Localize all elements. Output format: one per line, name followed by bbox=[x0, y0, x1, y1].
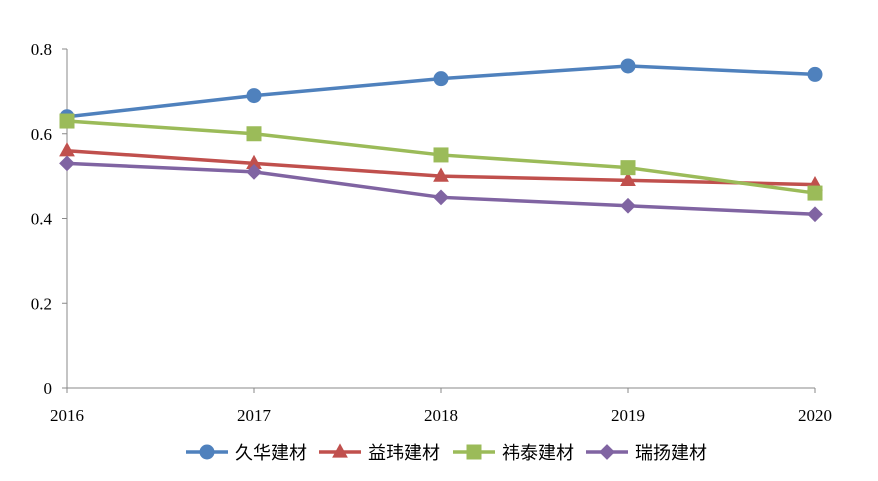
data-point bbox=[807, 206, 823, 223]
x-tick-label: 2017 bbox=[237, 406, 272, 425]
x-tick-label: 2018 bbox=[424, 406, 458, 425]
x-tick-label: 2019 bbox=[611, 406, 645, 425]
legend-marker bbox=[332, 443, 348, 458]
data-point bbox=[433, 189, 449, 206]
data-point bbox=[433, 71, 449, 87]
legend-item-3: 祎泰建材 bbox=[453, 443, 574, 464]
legend-marker bbox=[199, 444, 215, 460]
series-layer bbox=[59, 58, 823, 223]
data-point bbox=[246, 154, 262, 170]
legend-item-1: 久华建材 bbox=[186, 443, 307, 464]
data-point bbox=[246, 164, 262, 180]
y-tick-label: 0.2 bbox=[31, 294, 52, 313]
y-tick-label: 0 bbox=[44, 379, 53, 398]
data-point bbox=[807, 66, 823, 82]
y-tick-label: 0.6 bbox=[31, 125, 52, 144]
legend: 久华建材 益玮建材 祎泰建材 瑞扬建材 bbox=[186, 443, 707, 464]
data-point bbox=[620, 58, 636, 74]
legend-label: 瑞扬建材 bbox=[635, 443, 707, 464]
x-tick-label: 2020 bbox=[798, 406, 832, 425]
series-3 bbox=[59, 113, 823, 201]
legend-item-4: 瑞扬建材 bbox=[586, 443, 707, 464]
data-point bbox=[807, 185, 823, 201]
data-point bbox=[246, 88, 262, 104]
data-point bbox=[433, 167, 449, 182]
legend-marker bbox=[466, 444, 482, 460]
legend-item-2: 益玮建材 bbox=[319, 443, 440, 464]
legend-label: 祎泰建材 bbox=[502, 443, 574, 464]
data-point bbox=[246, 126, 262, 142]
x-tick-label: 2016 bbox=[50, 406, 84, 425]
data-point bbox=[620, 197, 636, 214]
data-point bbox=[620, 160, 636, 176]
legend-label: 益玮建材 bbox=[368, 443, 440, 464]
legend-label: 久华建材 bbox=[235, 443, 307, 464]
data-point bbox=[59, 113, 75, 129]
series-4 bbox=[59, 155, 823, 223]
data-point bbox=[59, 142, 75, 157]
axes: 0 0.2 0.4 0.6 0.8 2016 2017 2018 2019 2020 bbox=[31, 40, 832, 425]
series-1 bbox=[59, 58, 823, 125]
data-point bbox=[620, 171, 636, 186]
data-point bbox=[59, 155, 75, 172]
data-point bbox=[433, 147, 449, 163]
legend-marker bbox=[599, 444, 615, 460]
y-tick-label: 0.4 bbox=[31, 210, 53, 229]
y-tick-label: 0.8 bbox=[31, 40, 52, 59]
